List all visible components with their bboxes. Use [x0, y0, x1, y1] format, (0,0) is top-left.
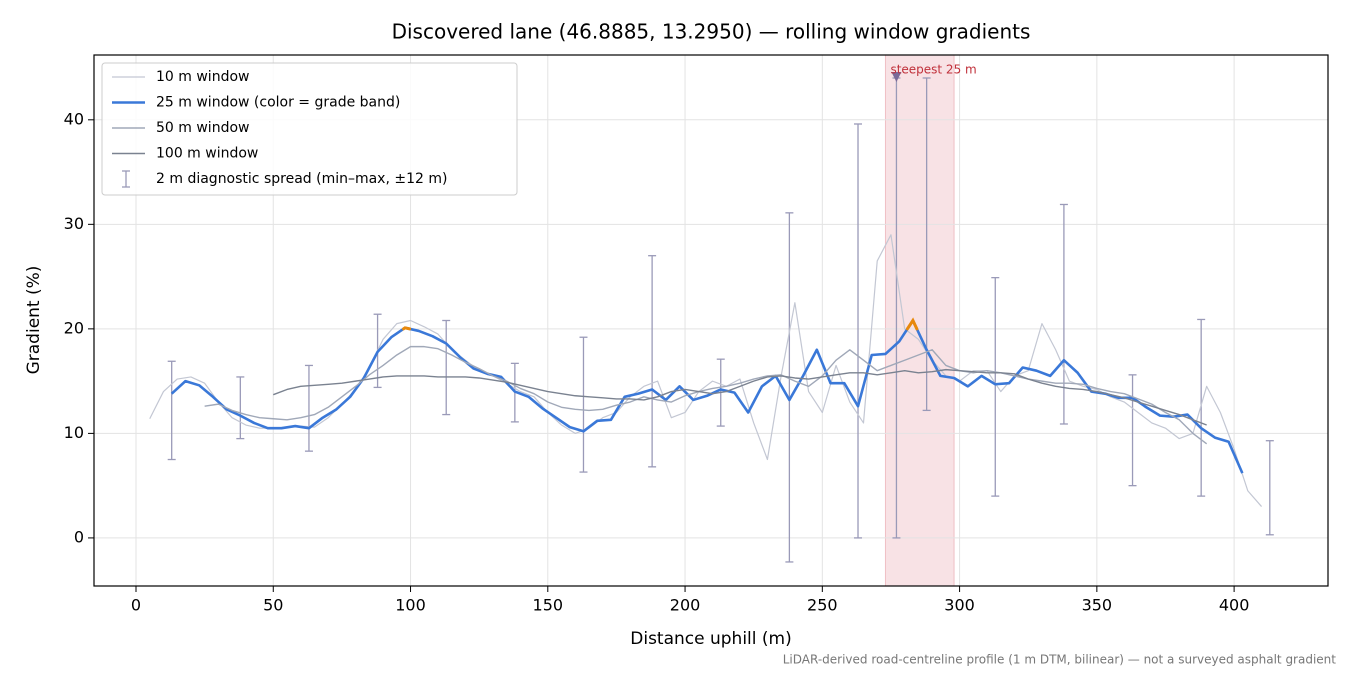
x-tick-label: 200	[670, 596, 701, 615]
legend-label: 50 m window	[156, 120, 249, 136]
legend-label: 25 m window (color = grade band)	[156, 95, 400, 111]
x-tick-label: 250	[807, 596, 838, 615]
annotation-marker	[891, 71, 902, 82]
footnote: LiDAR-derived road-centreline profile (1…	[783, 653, 1337, 667]
x-tick-label: 300	[944, 596, 975, 615]
x-axis-label: Distance uphill (m)	[630, 629, 791, 649]
y-tick-label: 0	[74, 527, 84, 546]
x-tick-label: 150	[533, 596, 564, 615]
legend: 10 m window 25 m window (color = grade ba…	[101, 62, 518, 196]
annotation-text: steepest 25 m	[890, 62, 976, 76]
y-axis-label: Gradient (%)	[24, 266, 44, 375]
series-line	[204, 345, 1208, 445]
y-tick-label: 10	[64, 423, 84, 442]
x-tick-label: 0	[131, 596, 141, 615]
x-tick-label: 50	[263, 596, 283, 615]
y-tick-label: 40	[64, 109, 84, 128]
series-line	[170, 319, 1244, 474]
highlight-span	[884, 54, 955, 587]
grade-band-segment	[905, 317, 919, 331]
x-tick-label: 100	[395, 596, 426, 615]
legend-label: 100 m window	[156, 146, 258, 162]
series-line	[149, 234, 1263, 507]
legend-box	[101, 62, 518, 196]
chart-title: Discovered lane (46.8885, 13.2950) — rol…	[392, 20, 1031, 44]
legend-label: 2 m diagnostic spread (min–max, ±12 m)	[156, 171, 447, 187]
grade-band-segment	[402, 326, 412, 331]
y-tick-label: 20	[64, 318, 84, 337]
legend-label: 10 m window	[156, 69, 249, 85]
x-tick-label: 350	[1082, 596, 1113, 615]
plot-area	[149, 77, 1274, 563]
plot-frame	[93, 54, 1329, 587]
y-tick-label: 30	[64, 214, 84, 233]
series-line	[273, 368, 1207, 426]
x-tick-label: 400	[1219, 596, 1250, 615]
